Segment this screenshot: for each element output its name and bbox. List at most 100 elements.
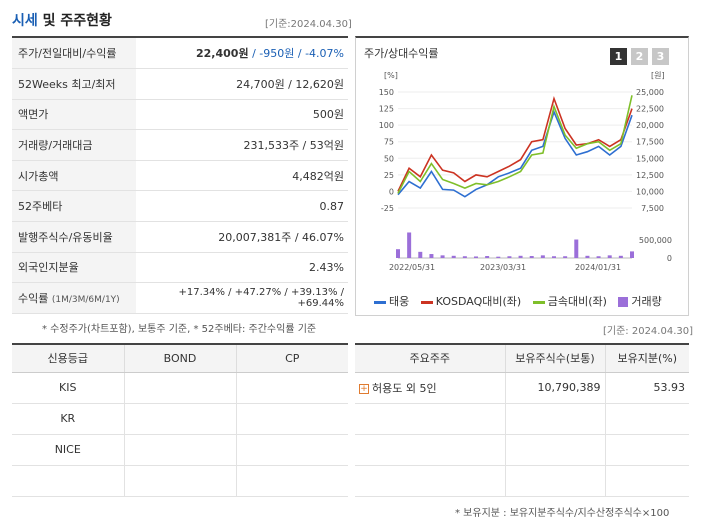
left-tick-label: 150 xyxy=(379,88,394,97)
volume-bar xyxy=(418,251,423,258)
stat-value: 22,400원 / -950원 / -4.07% xyxy=(136,38,348,70)
volume-bar xyxy=(440,255,445,258)
credit-rating-table: 신용등급 BOND CP KIS KR NICE xyxy=(12,345,348,497)
stat-key: 발행주식수/유동비율 xyxy=(12,221,136,253)
left-tick-label: 25 xyxy=(384,171,394,180)
holder-shares: 10,790,389 xyxy=(504,372,605,404)
series-line xyxy=(397,109,633,198)
volume-bar xyxy=(574,239,579,258)
holder-pct: 53.93 xyxy=(604,372,689,404)
volume-bar xyxy=(552,256,556,258)
table-row xyxy=(355,434,689,466)
volume-bar xyxy=(507,256,512,258)
col-header: 보유주식수(보통) xyxy=(504,345,605,373)
base-date: [기준:2024.04.30] xyxy=(265,19,352,30)
stat-row: 시가총액 4,482억원 xyxy=(12,160,348,192)
stats-table: 주가/전일대비/수익률 22,400원 / -950원 / -4.07% 52W… xyxy=(12,38,348,314)
stat-value: 500원 xyxy=(136,99,348,131)
volume-bar xyxy=(607,255,612,258)
col-header: BOND xyxy=(123,345,236,373)
volume-bar xyxy=(462,256,467,258)
col-header: 보유지분(%) xyxy=(604,345,689,373)
table-row xyxy=(355,403,689,435)
stat-value: 20,007,381주 / 46.07% xyxy=(136,221,348,253)
stat-key: 시가총액 xyxy=(12,160,136,192)
stat-row: 수익률 (1M/3M/6M/1Y) +17.34% / +47.27% / +3… xyxy=(12,282,348,314)
volume-bar xyxy=(540,255,545,258)
expand-icon[interactable]: + xyxy=(359,383,369,394)
stat-value: 231,533주 / 53억원 xyxy=(136,129,348,161)
stat-row: 52Weeks 최고/최저 24,700원 / 12,620원 xyxy=(12,68,348,100)
x-tick-label: 2022/05/31 xyxy=(389,263,435,272)
right-tick-label: 20,000 xyxy=(636,121,664,130)
volume-bar xyxy=(451,255,456,258)
volume-bar xyxy=(429,254,434,258)
legend-item-kosdaq: KOSDAQ대비(좌) xyxy=(420,295,521,308)
stat-value: 4,482억원 xyxy=(136,160,348,192)
stat-key: 주가/전일대비/수익률 xyxy=(12,38,136,70)
left-tick-label: 0 xyxy=(389,187,394,196)
chart-button-2[interactable]: 2 xyxy=(631,48,648,65)
stat-row: 외국인지분율 2.43% xyxy=(12,252,348,284)
stat-row: 거래량/거래대금 231,533주 / 53억원 xyxy=(12,129,348,161)
volume-bar xyxy=(563,256,568,258)
volume-bar xyxy=(485,256,490,258)
holders-base-date: [기준: 2024.04.30] xyxy=(603,326,694,337)
series-line xyxy=(397,95,633,194)
left-tick-label: 125 xyxy=(379,105,394,114)
stat-value: 2.43% xyxy=(136,252,348,284)
col-header: CP xyxy=(235,345,348,373)
volume-tick-label: 0 xyxy=(667,254,672,263)
stat-row: 52주베타 0.87 xyxy=(12,190,348,223)
volume-tick-label: 500,000 xyxy=(639,236,672,245)
table-row: KR xyxy=(12,403,348,435)
left-tick-label: 75 xyxy=(384,138,394,147)
holder-name[interactable]: + 허용도 외 5인 xyxy=(355,372,505,404)
left-tick-label: 100 xyxy=(379,121,394,130)
chart-button-1[interactable]: 1 xyxy=(610,48,627,65)
right-tick-label: 17,500 xyxy=(636,138,664,147)
col-header: 주요주주 xyxy=(355,345,505,373)
legend-item-metal: 금속대비(좌) xyxy=(532,295,607,308)
left-tick-label: 50 xyxy=(384,154,394,163)
chart-title: 주가/상대수익률 xyxy=(364,47,439,60)
stat-key: 52주베타 xyxy=(12,190,136,223)
chart-button-3[interactable]: 3 xyxy=(652,48,669,65)
shareholders-table: 주요주주 보유주식수(보통) 보유지분(%) + 허용도 외 5인 10,790,… xyxy=(355,345,689,497)
relative-return-chart: [%] [원] 150 125 100 75 50 25 0 -25 25,000 22,500 2… xyxy=(379,71,672,272)
col-header: 신용등급 xyxy=(12,345,124,373)
volume-bar xyxy=(596,256,601,258)
stat-row: 액면가 500원 xyxy=(12,99,348,131)
right-tick-label: 25,000 xyxy=(636,88,664,97)
right-tick-label: 12,500 xyxy=(636,171,664,180)
x-tick-label: 2024/01/31 xyxy=(575,263,621,272)
stat-key: 거래량/거래대금 xyxy=(12,129,136,161)
series-line xyxy=(397,95,633,192)
stat-key: 외국인지분율 xyxy=(12,252,136,284)
chart-legend: 태웅 KOSDAQ대비(좌) 금속대비(좌) 거래량 xyxy=(374,293,662,309)
stat-key: 액면가 xyxy=(12,99,136,131)
volume-bar xyxy=(474,256,478,258)
legend-item-taewoong: 태웅 xyxy=(374,295,409,308)
volume-bar xyxy=(529,256,534,258)
table-row xyxy=(355,465,689,497)
table-row: KIS xyxy=(12,372,348,404)
stat-row: 발행주식수/유동비율 20,007,381주 / 46.07% xyxy=(12,221,348,253)
stat-value: +17.34% / +47.27% / +39.13% / +69.44% xyxy=(136,282,348,314)
volume-bar xyxy=(518,255,523,258)
page-title: 시세 및 주주현황 xyxy=(12,13,112,29)
legend-item-volume: 거래량 xyxy=(618,295,662,308)
right-tick-label: 22,500 xyxy=(636,105,664,114)
volume-bar xyxy=(618,255,623,258)
right-tick-label: 7,500 xyxy=(641,204,664,213)
left-tick-label: -25 xyxy=(381,204,394,213)
volume-bar xyxy=(396,249,400,258)
stat-value: 24,700원 / 12,620원 xyxy=(136,68,348,100)
volume-bar xyxy=(407,232,412,258)
stat-key: 수익률 (1M/3M/6M/1Y) xyxy=(12,282,136,314)
volume-bar xyxy=(630,251,634,258)
left-unit: [%] xyxy=(384,71,398,80)
holders-note: * 보유지분 : 보유지분주식수/지수산정주식수×100 xyxy=(455,508,670,519)
